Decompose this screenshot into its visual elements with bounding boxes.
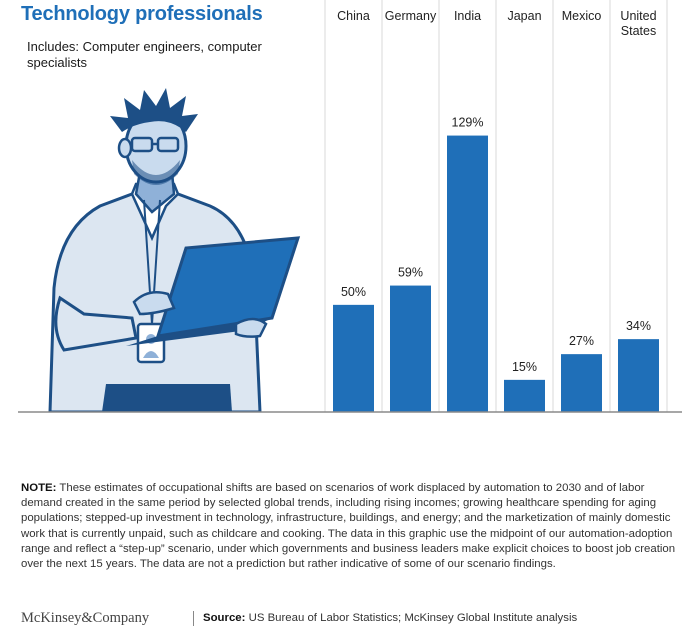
value-label: 15% [512,360,537,374]
bar-chart-plot: China 50% Germany 59% India 129% Japan 15% Mexic… [18,0,682,413]
footer: McKinsey&Company Source: US Bureau of La… [21,610,681,628]
note-text: These estimates of occupational shifts a… [21,482,676,571]
category-label: Germany [385,9,437,23]
bar [447,135,488,413]
value-label: 129% [452,116,484,130]
category-label: India [454,9,481,23]
note-paragraph: NOTE: These estimates of occupational sh… [21,481,681,572]
bar [561,354,602,412]
bar [618,339,659,412]
mckinsey-logo: McKinsey&Company [21,610,150,626]
value-label: 34% [626,319,651,333]
technology-professional-illustration [48,88,301,412]
chart-title: Technology professionals [21,3,263,25]
source-text: US Bureau of Labor Statistics; McKinsey … [248,612,578,624]
chart-subtitle: Includes: Computer engineers, computer s… [27,39,262,70]
bar [333,304,374,412]
value-label: 50% [341,285,366,299]
bar-chart: China 50% Germany 59% India 129% Japan 15% Mexic… [18,0,682,413]
bar [504,379,545,412]
category-label: Mexico [562,9,602,23]
category-label: China [337,9,370,23]
footer-divider [193,611,194,626]
note-label: NOTE: [21,482,57,494]
value-label: 59% [398,266,423,280]
category-label: United States [620,9,656,38]
source-label: Source: [203,612,246,624]
bar [390,285,431,412]
source-note: Source: US Bureau of Labor Statistics; M… [203,612,577,624]
category-label: Japan [507,9,541,23]
value-label: 27% [569,334,594,348]
